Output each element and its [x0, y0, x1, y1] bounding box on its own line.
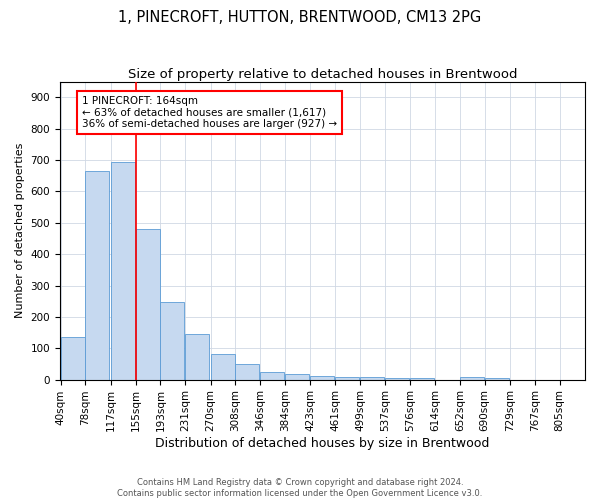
Y-axis label: Number of detached properties: Number of detached properties — [15, 143, 25, 318]
Bar — [460, 378, 484, 380]
Bar — [61, 336, 85, 380]
Bar — [385, 378, 409, 380]
Bar — [410, 378, 434, 380]
Bar — [160, 302, 184, 380]
Bar — [485, 378, 509, 380]
Bar — [111, 162, 135, 380]
Text: Contains HM Land Registry data © Crown copyright and database right 2024.
Contai: Contains HM Land Registry data © Crown c… — [118, 478, 482, 498]
X-axis label: Distribution of detached houses by size in Brentwood: Distribution of detached houses by size … — [155, 437, 490, 450]
Bar — [235, 364, 259, 380]
Bar — [360, 377, 384, 380]
Bar — [136, 229, 160, 380]
Text: 1 PINECROFT: 164sqm
← 63% of detached houses are smaller (1,617)
36% of semi-det: 1 PINECROFT: 164sqm ← 63% of detached ho… — [82, 96, 337, 129]
Bar — [260, 372, 284, 380]
Text: 1, PINECROFT, HUTTON, BRENTWOOD, CM13 2PG: 1, PINECROFT, HUTTON, BRENTWOOD, CM13 2P… — [118, 10, 482, 25]
Bar — [185, 334, 209, 380]
Title: Size of property relative to detached houses in Brentwood: Size of property relative to detached ho… — [128, 68, 517, 80]
Bar — [335, 377, 359, 380]
Bar — [85, 171, 109, 380]
Bar — [285, 374, 309, 380]
Bar — [211, 354, 235, 380]
Bar — [310, 376, 334, 380]
